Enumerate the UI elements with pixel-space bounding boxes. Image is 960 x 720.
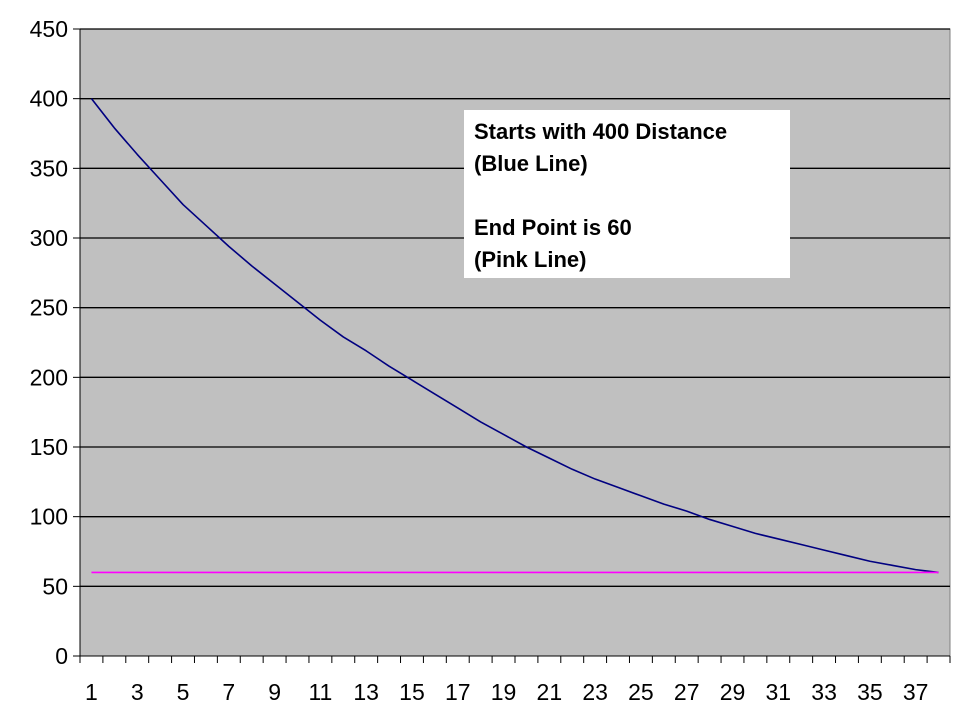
y-tick-label: 100 [30, 504, 68, 530]
y-axis: 0 50 100 150 200 250 300 350 400 450 [30, 16, 81, 669]
x-tick-label: 1 [85, 679, 98, 705]
y-tick-label: 200 [30, 364, 68, 390]
annotation-box: Starts with 400 Distance (Blue Line) End… [464, 110, 790, 278]
x-tick-label: 3 [131, 679, 144, 705]
x-tick-label: 9 [268, 679, 281, 705]
y-tick-label: 50 [42, 573, 68, 599]
x-tick-label: 17 [445, 679, 471, 705]
annotation-line-3 [474, 180, 780, 212]
y-tick-label: 300 [30, 225, 68, 251]
annotation-line-5: (Pink Line) [474, 247, 587, 272]
x-tick-label: 11 [308, 679, 332, 705]
x-tick-label: 35 [857, 679, 883, 705]
x-tick-label: 15 [399, 679, 425, 705]
x-tick-label: 7 [222, 679, 235, 705]
series-layer [90, 98, 939, 574]
x-tick-label: 33 [811, 679, 837, 705]
x-tick-label: 29 [720, 679, 746, 705]
x-tick-label: 19 [491, 679, 517, 705]
y-tick-label: 150 [30, 434, 68, 460]
y-tick-label: 400 [30, 86, 68, 112]
y-tick-label: 250 [30, 295, 68, 321]
y-tick-label: 0 [55, 643, 68, 669]
x-axis: 1 3 5 7 9 11 13 15 17 19 21 23 25 27 29 31 33 35 37 [79, 655, 951, 705]
x-tick-label: 23 [582, 679, 608, 705]
y-tick-label: 350 [30, 155, 68, 181]
series-line-blue [90, 98, 939, 574]
x-tick-label: 5 [177, 679, 190, 705]
x-tick-label: 37 [903, 679, 929, 705]
x-tick-label: 27 [674, 679, 700, 705]
annotation-line-1: Starts with 400 Distance [474, 119, 728, 144]
y-tick-label: 450 [30, 16, 68, 42]
x-tick-label: 31 [765, 679, 791, 705]
annotation-line-4: End Point is 60 [474, 215, 632, 240]
x-tick-label: 25 [628, 679, 654, 705]
annotation-line-2: (Blue Line) [474, 151, 588, 176]
x-tick-label: 21 [537, 679, 563, 705]
x-tick-label: 13 [353, 679, 379, 705]
